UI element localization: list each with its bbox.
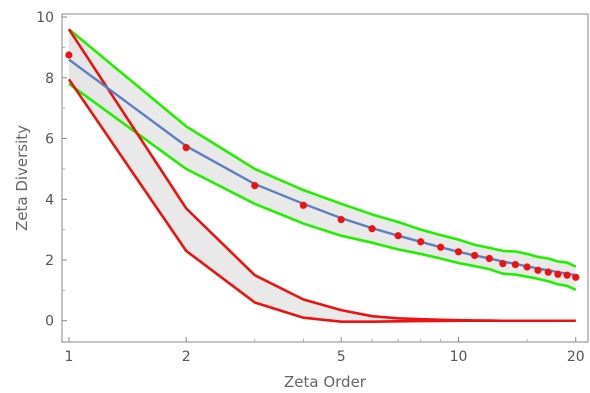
x-axis: 1 2 5 10 20 — [64, 337, 585, 365]
data-point — [454, 248, 463, 256]
y-tick-label: 6 — [45, 132, 54, 148]
data-point — [485, 254, 493, 263]
power-law-band-lower-line — [68, 82, 577, 291]
data-point — [65, 51, 73, 59]
data-point — [368, 225, 376, 233]
data-point — [251, 181, 259, 190]
x-tick-label: 5 — [337, 349, 346, 365]
x-tick-label: 1 — [64, 349, 73, 365]
data-point — [417, 238, 425, 246]
power-law-band-upper-line — [68, 28, 577, 268]
y-tick-label: 8 — [45, 71, 54, 87]
exponential-band-lower-line — [67, 78, 576, 323]
data-point — [554, 270, 562, 278]
x-tick-label: 20 — [567, 349, 585, 365]
data-point — [299, 201, 308, 209]
data-point — [182, 144, 190, 152]
data-point — [394, 232, 402, 240]
y-axis-title: Zeta Diversity — [13, 125, 31, 231]
data-point — [523, 263, 531, 271]
data-point — [534, 266, 542, 274]
data-point — [544, 268, 552, 276]
y-tick-label: 2 — [45, 253, 54, 269]
power-law-band-fill — [68, 29, 576, 290]
data-point — [511, 260, 520, 269]
data-point — [471, 251, 479, 260]
data-point — [572, 273, 580, 281]
data-point — [437, 243, 445, 251]
y-tick-label: 0 — [45, 314, 54, 330]
x-tick-label: 2 — [182, 349, 191, 365]
y-tick-label: 10 — [36, 10, 54, 26]
x-axis-title: Zeta Order — [284, 373, 367, 391]
confidence-bands — [68, 29, 576, 322]
data-point — [337, 216, 345, 224]
data-point — [563, 271, 571, 279]
observed-points — [65, 51, 580, 281]
exponential-band-fill — [68, 29, 576, 322]
y-axis: 0 2 4 6 8 10 — [36, 10, 67, 330]
data-point — [499, 260, 507, 268]
y-tick-label: 4 — [45, 192, 54, 208]
plot-frame — [61, 13, 589, 343]
x-tick-label: 10 — [450, 349, 468, 365]
